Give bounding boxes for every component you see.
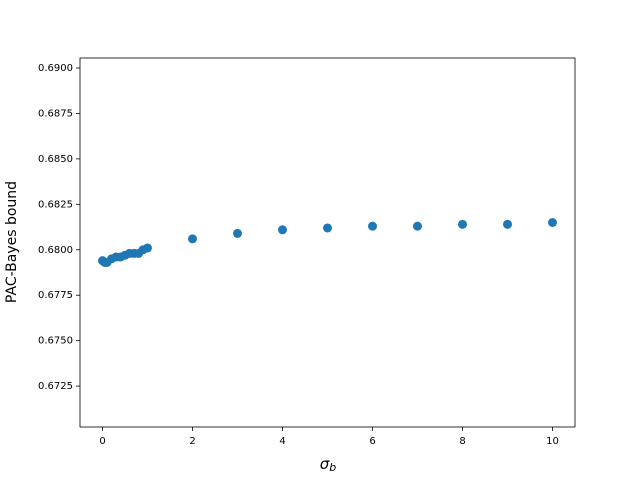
- point: [233, 228, 242, 238]
- y-tick-label: 0.6900: [38, 63, 73, 74]
- y-tick-label: 0.6775: [38, 290, 73, 301]
- x-label-subscript: b: [329, 461, 336, 474]
- y-tick-label: 0.6800: [38, 245, 73, 256]
- x-tick-label: 4: [279, 436, 285, 447]
- y-tick-label: 0.6875: [38, 108, 73, 119]
- x-label-symbol: σ: [320, 455, 330, 473]
- point: [548, 218, 557, 228]
- x-tick-label: 10: [546, 436, 559, 447]
- y-tick-label: 0.6850: [38, 154, 73, 165]
- point: [188, 234, 197, 244]
- point: [413, 221, 422, 231]
- y-tick-label: 0.6750: [38, 336, 73, 347]
- x-tick-label: 2: [189, 436, 195, 447]
- y-tick-label: 0.6825: [38, 199, 73, 210]
- x-tick-label: 8: [459, 436, 465, 447]
- point: [323, 223, 332, 233]
- x-tick-label: 6: [369, 436, 375, 447]
- point: [278, 225, 287, 235]
- y-tick-label: 0.6725: [38, 381, 73, 392]
- point: [458, 219, 467, 229]
- point: [503, 219, 512, 229]
- plot-frame: [79, 57, 576, 428]
- y-axis-label: PAC-Bayes bound: [4, 181, 20, 303]
- point: [368, 221, 377, 231]
- x-tick-label: 0: [99, 436, 105, 447]
- x-axis-label: σb: [320, 455, 337, 475]
- point: [143, 243, 152, 253]
